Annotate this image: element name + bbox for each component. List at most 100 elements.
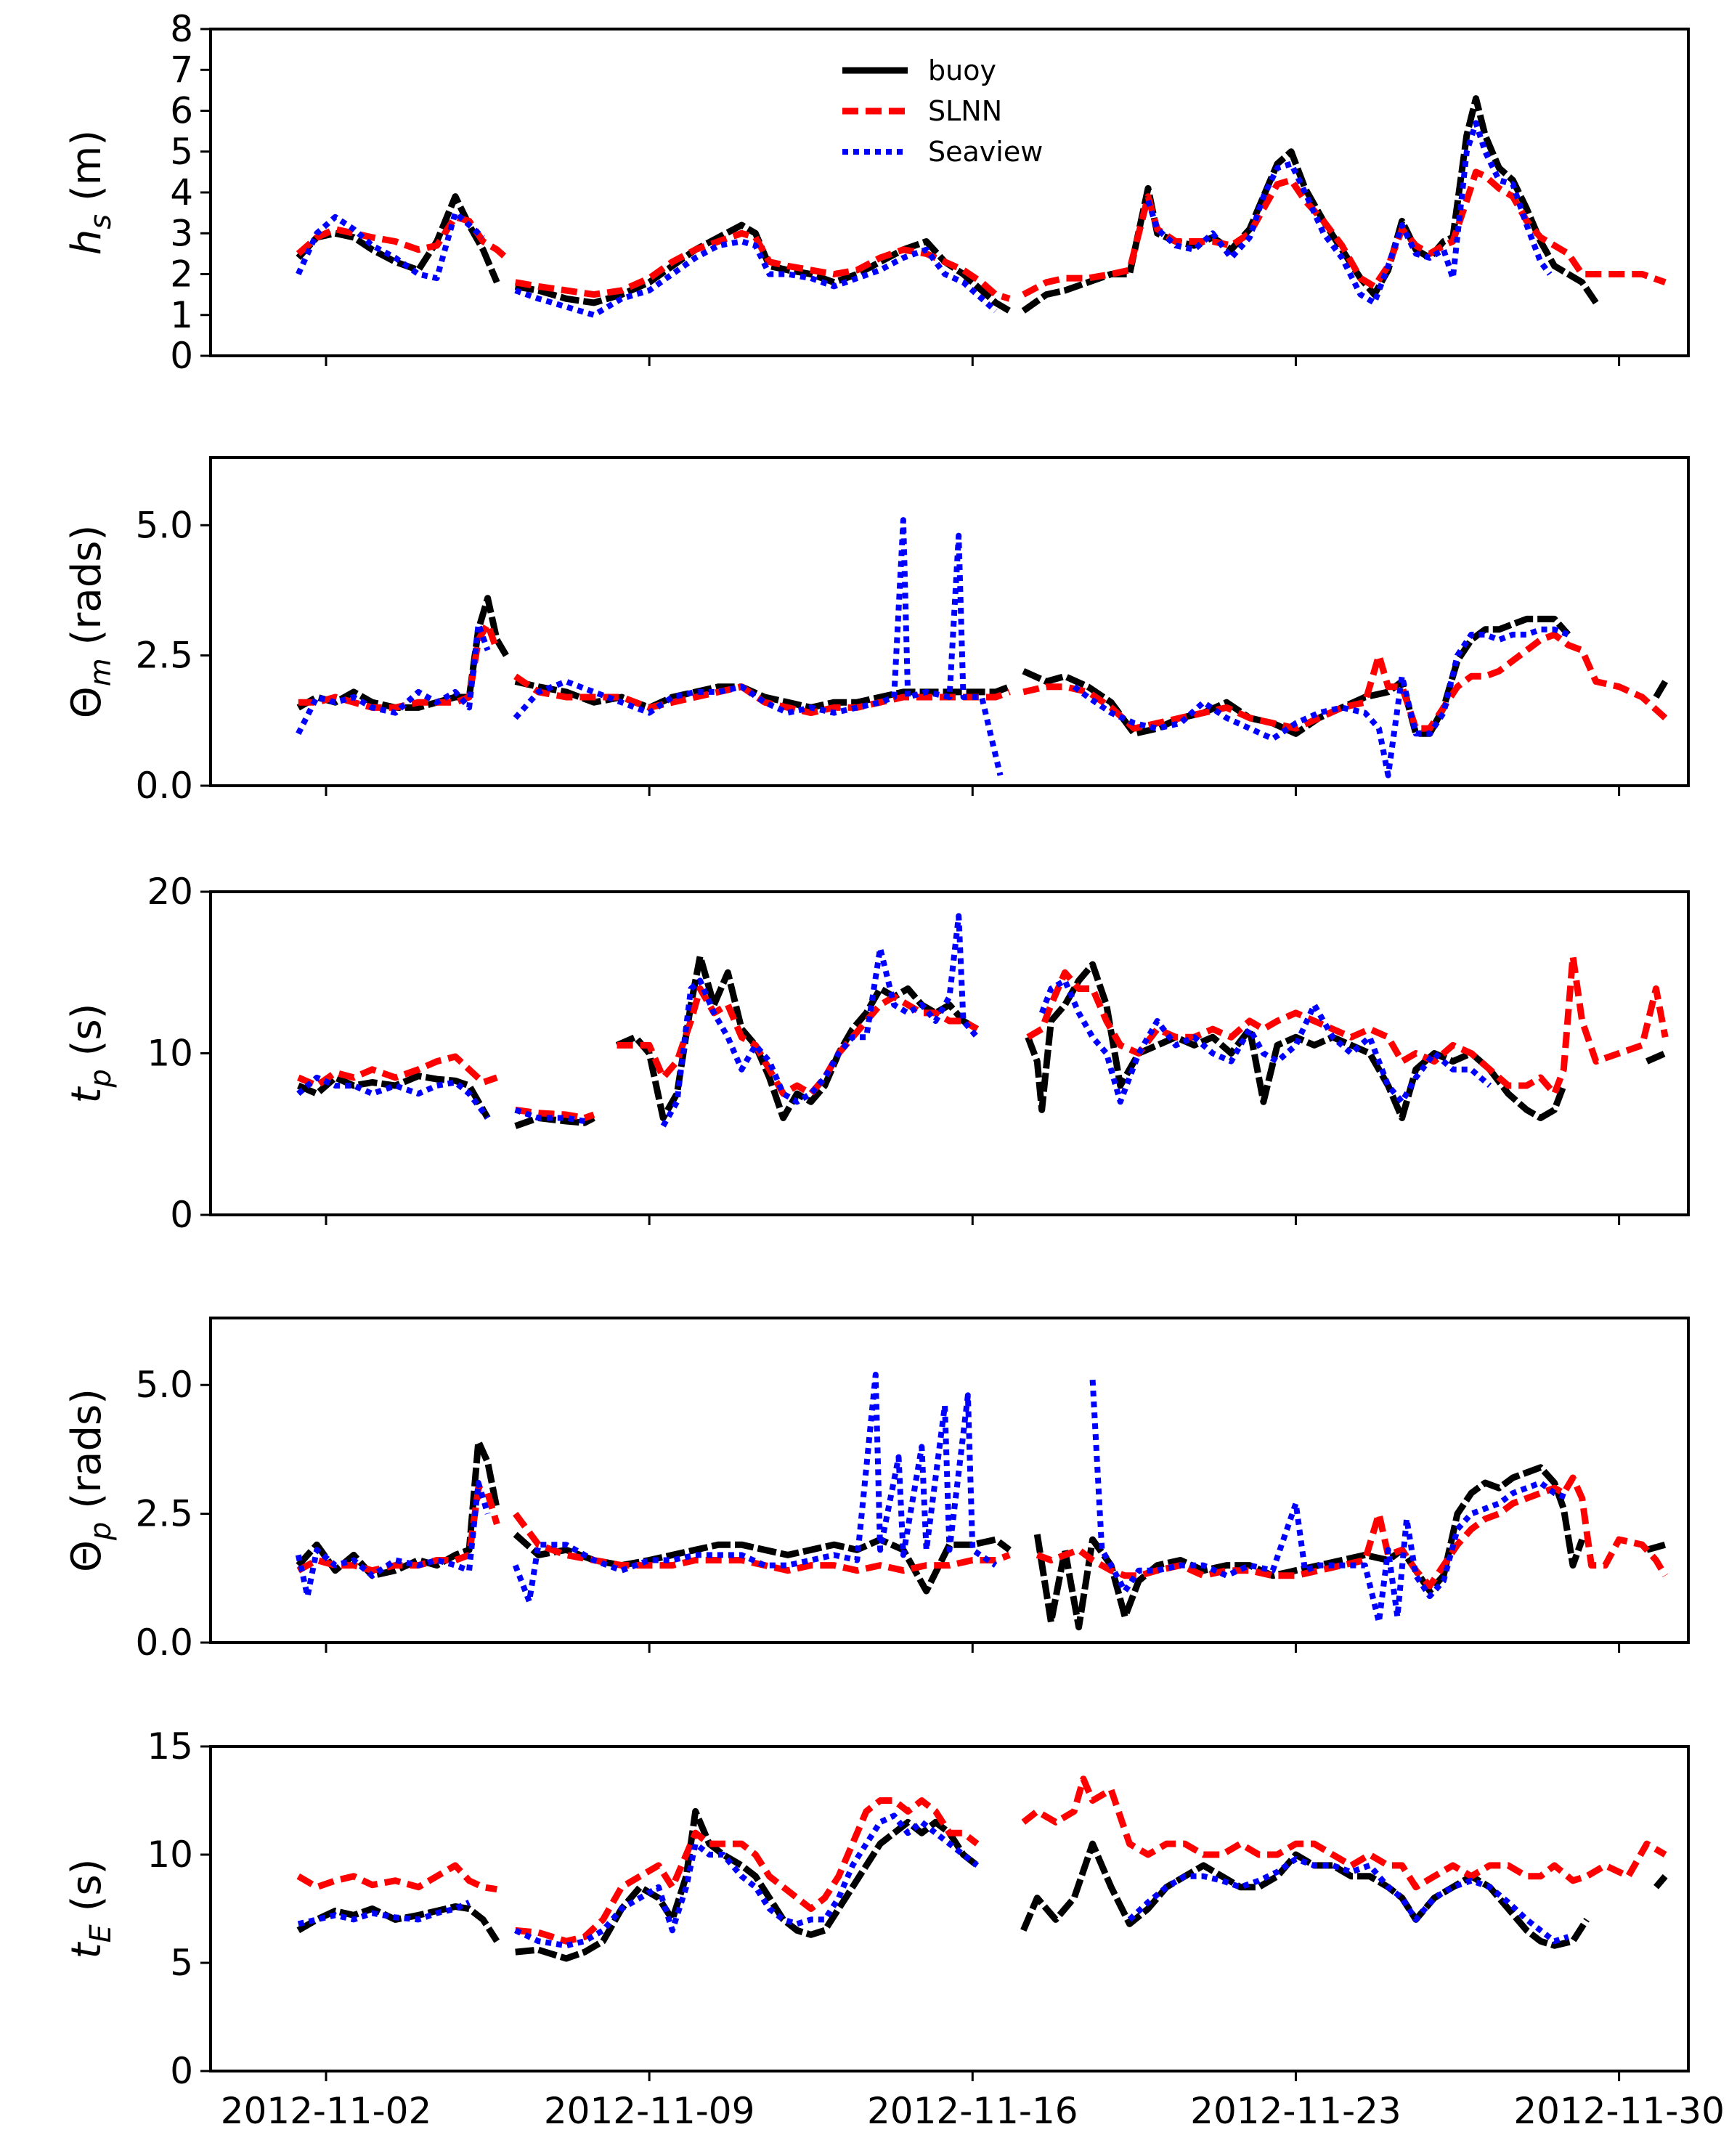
y-tick-label: 7 xyxy=(170,49,193,91)
series-line-seaview xyxy=(514,238,998,318)
series-line-slnn xyxy=(515,1797,980,1945)
y-tick-label: 5 xyxy=(170,1942,193,1984)
y-tick-label: 2.5 xyxy=(135,635,193,677)
series-line-buoy xyxy=(296,595,509,711)
plot-frame xyxy=(209,456,1690,787)
y-axis-label: tE (s) xyxy=(63,1859,118,1959)
y-tick-label: 0.0 xyxy=(135,765,193,807)
legend-label: Seaview xyxy=(928,136,1043,168)
series-line-buoy xyxy=(1033,1464,1585,1631)
y-axis-label-symbol: t xyxy=(63,1941,110,1958)
y-tick-label: 2 xyxy=(170,253,193,296)
y-axis-label-symbol: Θ xyxy=(63,1540,110,1572)
panel-theta_p: 0.0 2.5 5.0 Θp (rads) xyxy=(63,1317,1690,1664)
series-line-slnn xyxy=(296,213,508,261)
series-line-seaview xyxy=(297,1899,471,1927)
x-tick-label: 2012-11-30 xyxy=(1513,2090,1725,2132)
legend-label: SLNN xyxy=(928,95,1002,127)
y-tick-label: 0.0 xyxy=(135,1622,193,1664)
plot-frame xyxy=(209,1745,1690,2072)
series-line-seaview xyxy=(660,913,980,1128)
series-line-slnn xyxy=(515,1106,595,1121)
y-tick-label: 3 xyxy=(170,212,193,254)
y-tick-label: 15 xyxy=(147,1725,193,1767)
series-line-seaview xyxy=(296,210,485,282)
y-tick-label: 6 xyxy=(170,90,193,132)
y-axis-label: Θm (rads) xyxy=(63,525,118,719)
series-line-seaview xyxy=(1127,1856,1569,1945)
series-line-slnn xyxy=(1022,631,1668,732)
series-line-seaview xyxy=(1089,1379,1570,1625)
y-axis-label-unit: (m) xyxy=(63,130,110,214)
y-tick-label: 5.0 xyxy=(135,1364,193,1406)
series-group xyxy=(295,1372,1669,1631)
y-tick-label: 1 xyxy=(170,294,193,336)
y-tick-label: 20 xyxy=(147,871,193,913)
y-axis-label: tp (s) xyxy=(63,1003,118,1103)
x-tick-label: 2012-11-02 xyxy=(221,2090,432,2132)
y-axis-label: Θp (rads) xyxy=(63,1388,118,1572)
series-line-buoy xyxy=(1653,1874,1668,1889)
y-axis-label-unit: (s) xyxy=(63,1859,110,1925)
series-line-seaview xyxy=(296,621,491,736)
panel-tE: 0 5 10 15 2012-11-02 2012-11-09 2012-11-16 2012… xyxy=(63,1725,1725,2132)
x-tick-label: 2012-11-09 xyxy=(544,2090,755,2132)
y-tick-label: 5 xyxy=(170,131,193,173)
series-line-buoy xyxy=(296,1438,500,1579)
series-line-seaview xyxy=(295,1480,491,1600)
series-line-slnn xyxy=(514,229,1011,302)
series-line-slnn xyxy=(1036,1474,1669,1590)
y-tick-label: 10 xyxy=(147,1834,193,1876)
series-group xyxy=(296,517,1669,778)
panel-theta_m: 0.0 2.5 5.0 Θm (rads) xyxy=(63,456,1690,807)
series-line-slnn xyxy=(1022,168,1667,298)
series-line-seaview xyxy=(1072,626,1570,778)
series-group xyxy=(296,1775,1668,1962)
y-axis-label-unit: (rads) xyxy=(63,1388,110,1522)
series-line-seaview xyxy=(512,1372,998,1605)
series-line-seaview xyxy=(514,1107,585,1124)
y-tick-label: 10 xyxy=(147,1033,193,1075)
series-line-seaview xyxy=(514,1813,980,1949)
series-line-seaview xyxy=(513,517,1004,776)
y-axis-label-symbol: t xyxy=(63,1086,110,1104)
series-line-slnn xyxy=(513,673,1011,717)
series-line-slnn xyxy=(1026,953,1669,1097)
plot-frame xyxy=(209,1317,1690,1644)
series-line-buoy xyxy=(1645,1541,1667,1553)
x-tick-label: 2012-11-23 xyxy=(1190,2090,1401,2132)
y-tick-label: 8 xyxy=(170,8,193,50)
series-line-buoy xyxy=(1025,961,1567,1121)
series-line-buoy xyxy=(1653,680,1669,699)
y-axis-label-subscript: s xyxy=(84,214,118,229)
legend-label: buoy xyxy=(928,54,996,86)
y-tick-label: 0 xyxy=(170,2050,193,2092)
y-tick-label: 2.5 xyxy=(135,1493,193,1535)
y-axis-label-unit: (rads) xyxy=(63,525,110,659)
series-group xyxy=(296,913,1669,1129)
series-line-seaview xyxy=(296,1074,490,1120)
y-axis-label-subscript: E xyxy=(84,1924,118,1943)
y-axis-label-unit: (s) xyxy=(63,1003,110,1069)
y-tick-label: 4 xyxy=(170,171,193,213)
legend-item: Seaview xyxy=(842,136,1043,168)
legend: buoy SLNN Seaview xyxy=(842,54,1043,168)
y-axis-label-subscript: m xyxy=(84,658,118,686)
y-tick-label: 0 xyxy=(170,335,193,377)
y-tick-label: 0 xyxy=(170,1194,193,1236)
series-line-slnn xyxy=(513,1511,1011,1574)
series-line-slnn xyxy=(296,1862,497,1893)
x-tick-label: 2012-11-16 xyxy=(867,2090,1078,2132)
legend-item: buoy xyxy=(842,54,996,86)
y-axis-label-subscript: p xyxy=(84,1522,118,1541)
series-line-slnn xyxy=(1021,1775,1667,1891)
panel-tp: 0 10 20 tp (s) xyxy=(63,871,1690,1236)
series-group xyxy=(296,95,1667,318)
y-tick-label: 5.0 xyxy=(135,504,193,546)
series-line-buoy xyxy=(514,1115,595,1129)
y-axis-label-symbol: h xyxy=(63,229,110,256)
y-axis-label-symbol: Θ xyxy=(63,686,110,718)
